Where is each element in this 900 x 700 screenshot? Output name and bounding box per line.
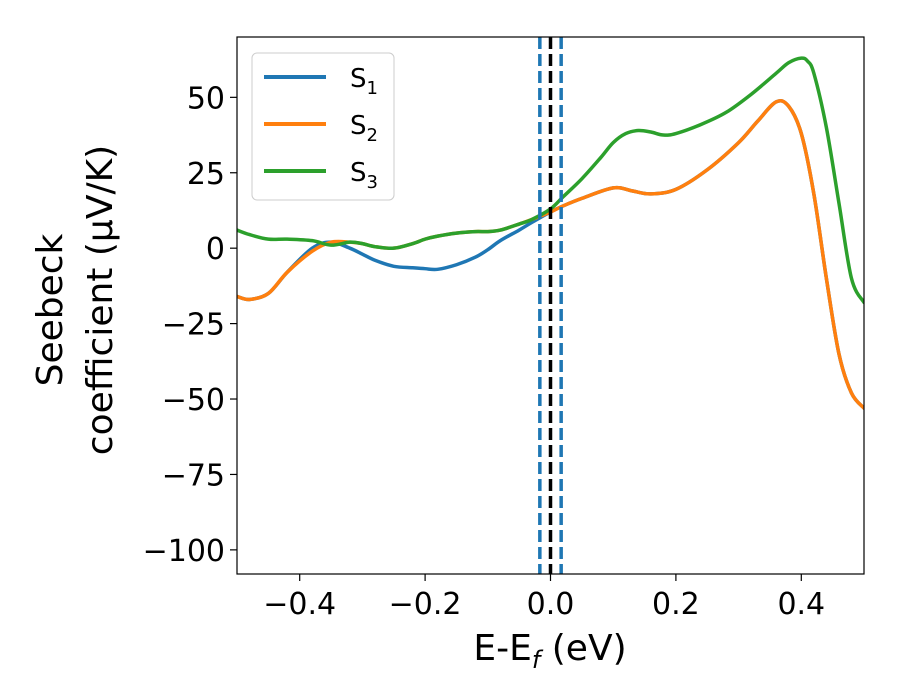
y-tick-label: 25: [187, 157, 225, 192]
x-tick-label: 0.4: [777, 587, 825, 622]
y-axis-title-line2: coefficient (μV/K): [80, 145, 121, 455]
y-ticks: 50 25 0 −25 −50 −75 −100: [143, 81, 237, 569]
y-tick-label: 50: [187, 81, 225, 116]
legend-label-s2: S2: [350, 111, 378, 146]
y-tick-label: −50: [162, 383, 225, 418]
legend-label-s3: S3: [350, 158, 378, 193]
x-tick-label: 0.0: [527, 587, 575, 622]
x-tick-label: −0.2: [389, 587, 462, 622]
legend-frame: [251, 52, 395, 201]
y-tick-label: −25: [162, 308, 225, 343]
legend-label-s1: S1: [350, 64, 378, 99]
x-tick-label: 0.2: [652, 587, 700, 622]
y-axis-title-line1: Seebeck: [30, 233, 71, 386]
y-tick-label: 0: [206, 232, 225, 267]
series-line-s3: [237, 56, 864, 305]
legend: S1 S2 S3: [251, 52, 395, 201]
vline-layer: [538, 37, 563, 574]
x-axis-title: E-Ef (eV): [473, 628, 626, 674]
y-axis-title: Seebeck coefficient (μV/K): [30, 145, 121, 455]
series-layer: [237, 56, 864, 410]
x-tick-label: −0.4: [263, 587, 336, 622]
y-tick-label: −75: [162, 458, 225, 493]
x-ticks: −0.4 −0.2 0.0 0.2 0.4: [263, 574, 825, 622]
y-tick-label: −100: [143, 534, 225, 569]
